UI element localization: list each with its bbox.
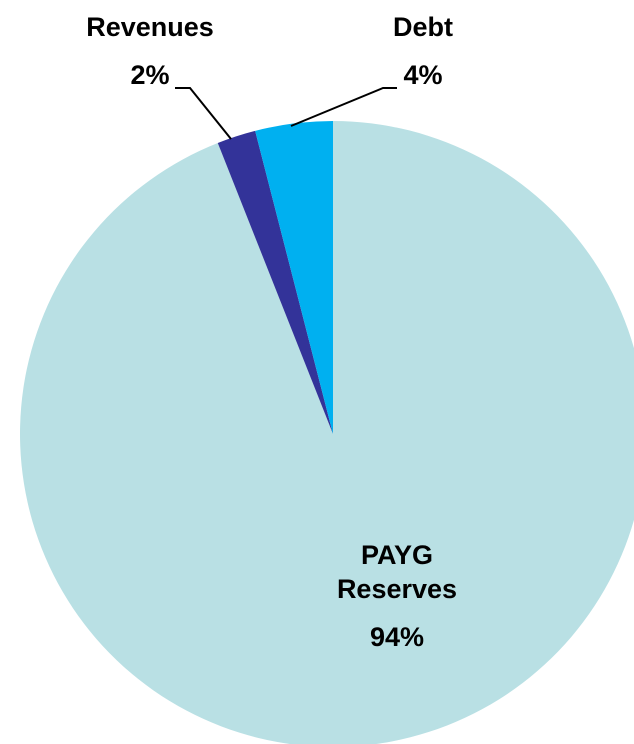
slice-label: PAYG Reserves	[336, 540, 458, 604]
slice-label: Debt	[393, 12, 453, 42]
slice-label: Revenues	[86, 12, 214, 42]
value-label: 4%	[403, 60, 443, 90]
pie	[20, 121, 634, 744]
pie-slice	[255, 121, 333, 434]
value-label: 2%	[130, 60, 170, 90]
pie-slice	[217, 130, 333, 434]
leader-line	[290, 87, 397, 127]
pie-slice	[20, 121, 634, 744]
leader-line	[175, 87, 232, 140]
value-label: 94%	[369, 622, 425, 652]
